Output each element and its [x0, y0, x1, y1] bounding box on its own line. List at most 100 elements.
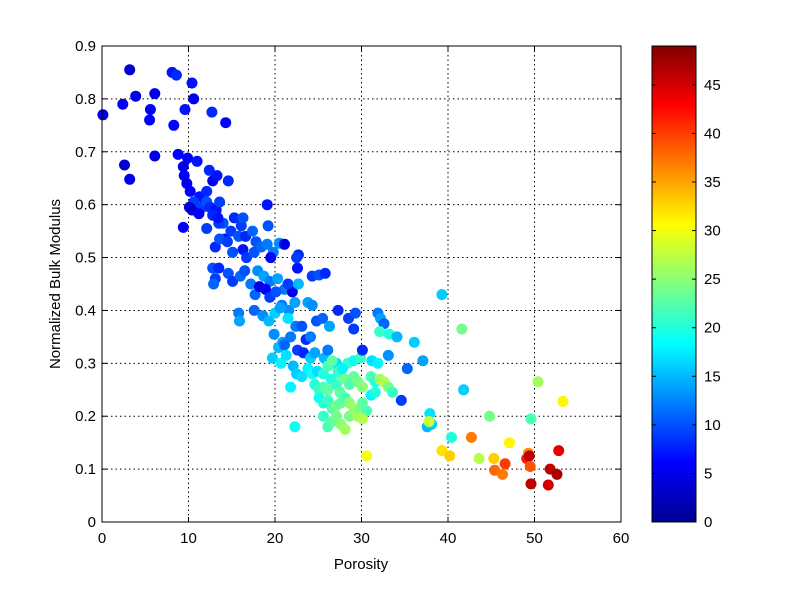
data-point [444, 450, 456, 462]
data-point [289, 297, 301, 308]
data-point [524, 461, 536, 472]
y-tick-label: 0.8 [75, 91, 96, 108]
data-point [201, 185, 213, 197]
data-point [149, 88, 161, 100]
plot-area [102, 46, 621, 522]
data-point [348, 323, 360, 335]
data-point [326, 355, 338, 367]
data-point [525, 478, 537, 490]
data-point [317, 312, 329, 324]
data-point [274, 302, 286, 314]
data-point [270, 286, 282, 298]
data-point [261, 238, 273, 250]
data-point [317, 410, 329, 422]
x-tick-label: 50 [526, 530, 543, 547]
data-point [337, 363, 348, 375]
data-point [247, 225, 258, 237]
data-point [222, 175, 234, 187]
data-point [144, 114, 156, 126]
x-tick-label: 10 [180, 530, 197, 547]
data-point [503, 437, 515, 449]
data-point [282, 312, 294, 324]
data-point [182, 152, 194, 164]
colorbar-tick-label: 20 [704, 320, 721, 337]
data-point [417, 355, 429, 367]
data-point [557, 395, 569, 407]
data-point [395, 394, 407, 406]
data-point [497, 468, 508, 480]
data-point [144, 104, 156, 115]
colorbar-ticks: 0 5 10 15 20 25 30 35 40 45 [652, 77, 721, 531]
y-tick-label: 0.1 [75, 461, 96, 478]
data-point [488, 453, 500, 464]
data-point [551, 468, 563, 480]
data-point [285, 331, 297, 343]
data-point [201, 223, 213, 234]
data-point [170, 69, 182, 81]
data-point [282, 278, 294, 290]
data-point [374, 326, 386, 338]
data-point [208, 278, 220, 290]
data-point [349, 307, 361, 319]
data-point [227, 246, 239, 258]
colorbar-tick-label: 10 [704, 417, 721, 434]
data-point [206, 106, 218, 118]
y-tick-label: 0.2 [75, 408, 96, 425]
data-point [262, 220, 274, 232]
data-point [213, 262, 225, 274]
data-point [279, 339, 290, 351]
y-tick-label: 0.7 [75, 144, 96, 161]
data-point [239, 265, 251, 277]
data-point [283, 304, 295, 316]
data-point [306, 299, 318, 311]
data-point [221, 236, 233, 248]
colorbar-tick-label: 5 [704, 465, 712, 482]
y-tick-label: 0 [88, 514, 96, 531]
data-point [266, 352, 278, 364]
data-point [268, 328, 280, 340]
data-point [292, 262, 303, 274]
data-point [424, 408, 436, 420]
data-point [285, 381, 297, 393]
data-point [523, 450, 535, 462]
data-point [319, 267, 331, 279]
data-point [272, 273, 284, 285]
x-axis-ticks: 0 10 20 30 40 50 60 [98, 46, 629, 547]
x-tick-label: 40 [440, 530, 457, 547]
data-point [296, 320, 308, 332]
data-point [305, 331, 316, 343]
data-point [361, 450, 373, 462]
data-point [177, 221, 189, 233]
y-tick-label: 0.6 [75, 197, 96, 214]
colorbar-gradient [651, 45, 697, 523]
data-point [382, 349, 394, 361]
data-point [525, 413, 537, 425]
data-point [275, 357, 287, 369]
data-point [291, 252, 303, 264]
colorbar: 0 5 10 15 20 25 30 35 40 45 [651, 45, 721, 531]
colorbar-tick-label: 40 [704, 125, 721, 142]
data-point [212, 212, 224, 224]
x-tick-label: 30 [353, 530, 370, 547]
data-point [220, 117, 232, 129]
data-point [203, 164, 215, 176]
data-point [322, 344, 334, 356]
data-point [177, 161, 189, 173]
data-point [245, 278, 257, 290]
y-tick-label: 0.9 [75, 38, 96, 55]
data-point [465, 431, 477, 443]
colorbar-tick-label: 25 [704, 271, 721, 288]
data-point [532, 376, 544, 388]
data-point [458, 384, 470, 396]
data-point [265, 252, 277, 264]
data-point [542, 479, 554, 491]
data-point [237, 212, 249, 224]
data-point [179, 104, 191, 115]
data-point [184, 185, 196, 197]
data-point [332, 304, 344, 316]
colorbar-tick-label: 30 [704, 223, 721, 240]
data-point [279, 238, 290, 250]
data-point [339, 423, 351, 435]
data-point [408, 336, 420, 348]
